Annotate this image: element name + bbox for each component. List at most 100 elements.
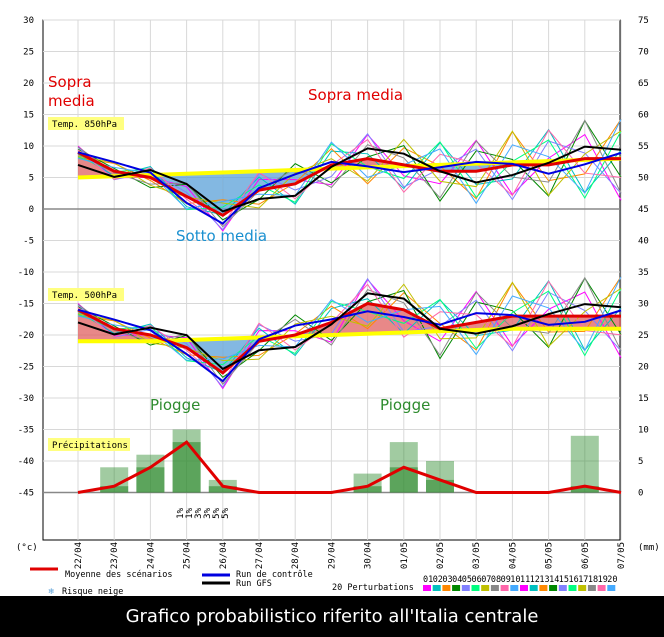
- precip-bar: [570, 486, 599, 493]
- ensemble-member-line: [77, 118, 622, 210]
- left-tick-label: 25: [23, 48, 34, 58]
- legend-gfs: Run GFS: [236, 579, 272, 589]
- left-axis-ticks: 30 25 20 15 10 5 0 -5 -10 -15 -20 -25 -30 -35 -40 -45: [18, 16, 34, 499]
- left-tick-label: 0: [29, 205, 34, 215]
- snow-glyph-icon: ❄: [48, 587, 55, 596]
- perturbation-id: 04: [452, 575, 462, 585]
- perturbation-swatch: [539, 585, 548, 591]
- right-tick-label: 60: [638, 111, 649, 121]
- snow-risk-label: 3%: [203, 507, 213, 518]
- legend-mean: Moyenne des scénarios: [65, 569, 172, 580]
- right-tick-label: 35: [638, 268, 649, 278]
- left-tick-label: 10: [23, 142, 34, 152]
- legend: Moyenne des scénarios Run de contrôle Ru…: [30, 567, 618, 596]
- left-tick-label: 5: [29, 174, 34, 184]
- perturbation-swatch: [578, 585, 587, 591]
- perturbation-id: 07: [481, 575, 491, 585]
- perturbation-id: 20: [607, 575, 617, 585]
- perturbation-swatch: [558, 585, 567, 591]
- date-tick-label: 24/04: [146, 542, 156, 569]
- perturbation-id: 15: [559, 575, 569, 585]
- perturbation-id: 12: [530, 575, 540, 585]
- perturbation-swatch: [432, 585, 441, 591]
- snow-risk-label: 5%: [221, 507, 231, 518]
- date-tick-label: 07/05: [617, 542, 627, 569]
- precip-max-bar: [570, 435, 599, 493]
- right-tick-label: 10: [638, 426, 649, 436]
- footer-caption: Grafico probabilistico riferito all'Ital…: [0, 596, 664, 637]
- legend-perturbation-ids: 01 02 03 04 05 06 07 08 09 10 11 12 13 14 15 16 17 18 19 20: [423, 575, 618, 591]
- perturbation-swatch: [549, 585, 558, 591]
- perturbation-swatch: [500, 585, 509, 591]
- perturbation-id: 03: [442, 575, 452, 585]
- perturbation-swatch: [587, 585, 596, 591]
- date-tick-label: 27/04: [255, 542, 265, 569]
- date-tick-label: 22/04: [74, 542, 84, 569]
- right-tick-label: 20: [638, 363, 649, 373]
- ensemble-member-line: [77, 276, 622, 361]
- perturbation-id: 11: [520, 575, 530, 585]
- precip-bar: [172, 442, 201, 493]
- date-tick-label: 28/04: [291, 542, 301, 569]
- gfs-line: [77, 145, 622, 213]
- perturbation-id: 08: [491, 575, 501, 585]
- perturbation-swatch: [471, 585, 480, 591]
- perturbation-swatch: [520, 585, 528, 591]
- legend-perturbations: 20 Perturbations: [332, 583, 414, 593]
- perturbation-swatch: [607, 585, 616, 591]
- left-tick-label: -25: [18, 363, 34, 373]
- date-tick-label: 06/05: [581, 542, 591, 569]
- ensemble-lines: [77, 118, 622, 390]
- date-axis-ticks: 22/04 23/04 24/04 25/04 26/04 27/04 28/04 29/04…: [74, 542, 627, 569]
- right-tick-label: 70: [638, 48, 649, 58]
- annotation-sotto-media: Sotto media: [176, 227, 267, 245]
- perturbation-id: 01: [423, 575, 433, 585]
- date-tick-label: 26/04: [219, 542, 229, 569]
- left-tick-label: -15: [18, 300, 34, 310]
- perturbation-id: 16: [569, 575, 579, 585]
- left-tick-label: -30: [18, 394, 34, 404]
- left-tick-label: -35: [18, 426, 34, 436]
- right-unit: (mm): [638, 543, 660, 553]
- left-tick-label: -45: [18, 489, 34, 499]
- perturbation-id: 02: [433, 575, 443, 585]
- right-tick-label: 45: [638, 205, 649, 215]
- annotation-piogge-1: Piogge: [150, 396, 200, 414]
- right-tick-label: 30: [638, 300, 649, 310]
- climate-mean-line: [77, 156, 622, 180]
- annotation-sopra-media-1b: media: [48, 92, 95, 110]
- t850-label: Temp. 850hPa: [48, 117, 124, 130]
- annotation-sopra-media-2: Sopra media: [308, 86, 403, 104]
- right-tick-label: 40: [638, 237, 649, 247]
- perturbation-id: 19: [598, 575, 608, 585]
- main-lines: [77, 145, 622, 494]
- perturbation-swatch: [597, 585, 606, 591]
- right-tick-label: 55: [638, 142, 649, 152]
- left-tick-label: -5: [23, 237, 34, 247]
- perturbation-id: 14: [549, 575, 559, 585]
- svg-text:Temp. 850hPa: Temp. 850hPa: [52, 120, 117, 130]
- precip-bar: [353, 486, 382, 493]
- perturbation-swatch: [461, 585, 470, 591]
- perturbation-id: 13: [539, 575, 549, 585]
- left-tick-label: -20: [18, 331, 34, 341]
- perturbation-swatch: [568, 585, 577, 591]
- date-tick-label: 03/05: [472, 542, 482, 569]
- precip-mean-line: [77, 440, 622, 494]
- perturbation-id: 06: [472, 575, 482, 585]
- snow-risk-label: 5%: [212, 507, 222, 518]
- gfs-line: [77, 292, 622, 371]
- snow-risk-label: 1%: [185, 507, 195, 518]
- perturbation-swatch: [481, 585, 490, 591]
- right-tick-label: 15: [638, 394, 649, 404]
- date-tick-label: 01/05: [400, 542, 410, 569]
- right-tick-label: 25: [638, 331, 649, 341]
- perturbation-id: 09: [501, 575, 511, 585]
- date-tick-label: 23/04: [110, 542, 120, 569]
- right-tick-label: 50: [638, 174, 649, 184]
- perturbation-swatch: [423, 585, 431, 591]
- date-tick-label: 29/04: [327, 542, 337, 569]
- left-tick-label: -10: [18, 268, 34, 278]
- legend-snow: Risque neige: [62, 587, 123, 596]
